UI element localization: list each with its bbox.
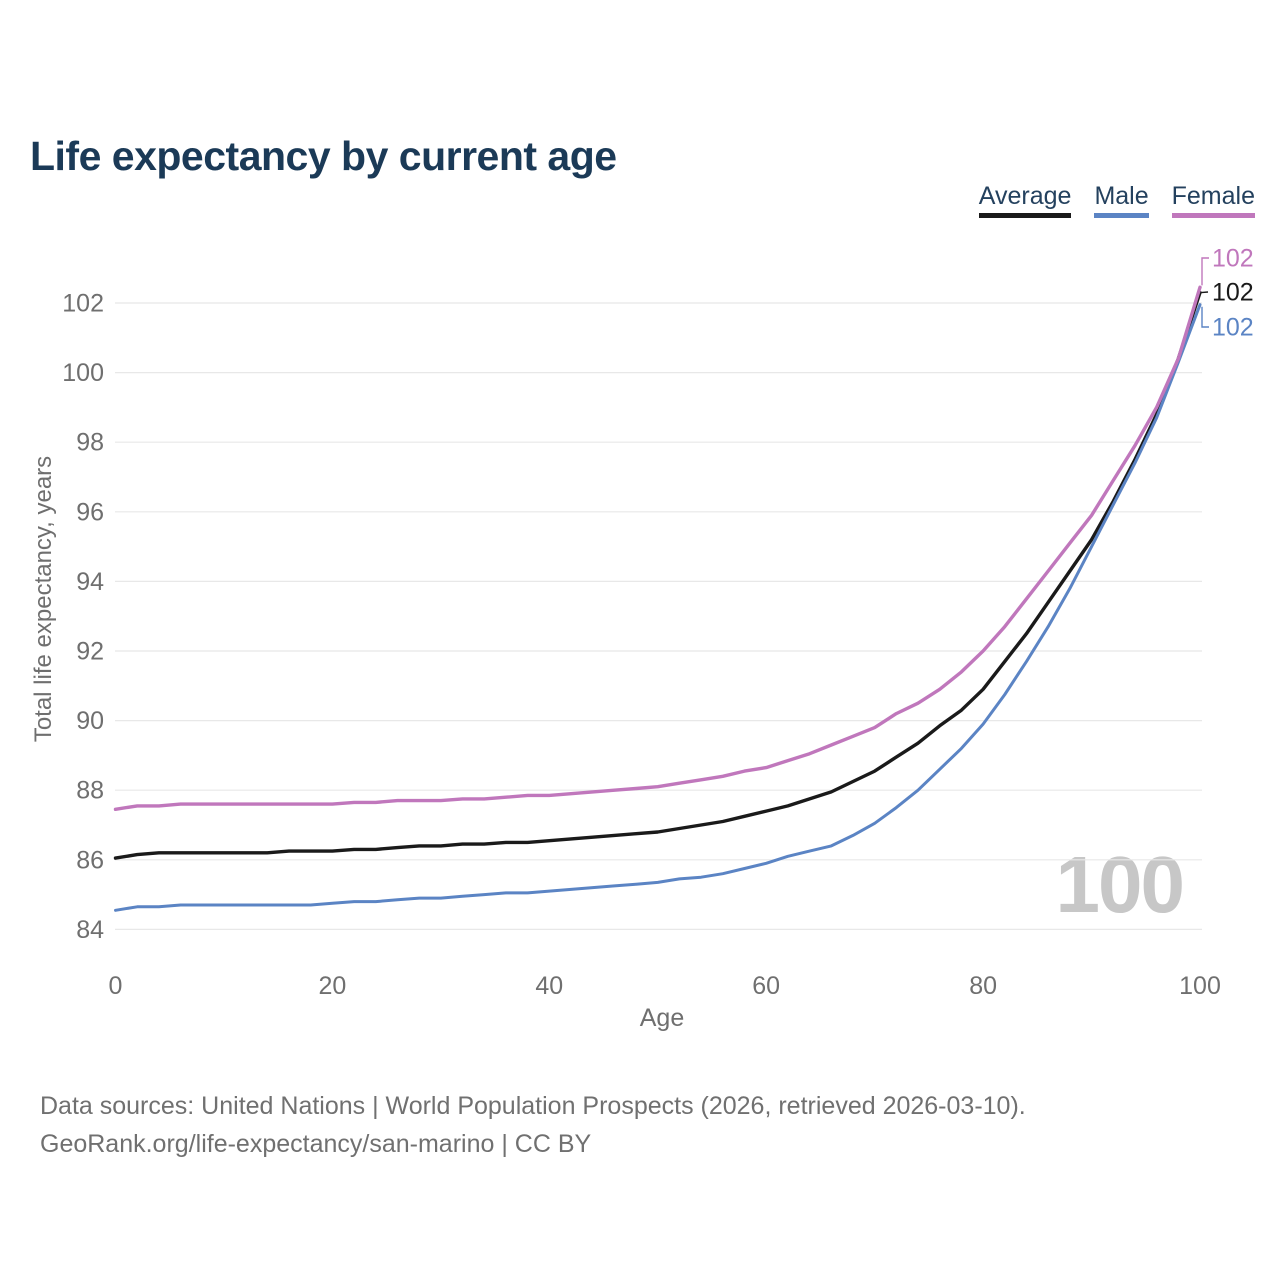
watermark-value: 100 (1055, 840, 1185, 929)
x-axis-title: Age (639, 1004, 685, 1032)
y-tick-label-84: 84 (76, 916, 104, 944)
x-tick-label-40: 40 (535, 972, 563, 1000)
y-tick-label-94: 94 (76, 568, 104, 596)
footer: Data sources: United Nations | World Pop… (40, 1087, 1026, 1163)
legend-item-female[interactable]: Female (1171, 182, 1255, 218)
series-line-male[interactable] (114, 303, 1202, 912)
x-tick-label-0: 0 (109, 972, 123, 1000)
x-tick-label-100: 100 (1179, 972, 1221, 1000)
series-line-female[interactable] (113, 285, 1202, 811)
x-tick-label-60: 60 (752, 972, 780, 1000)
end-label-connector-male (1201, 306, 1209, 328)
legend-label-average: Average (978, 182, 1072, 210)
end-label-average: 102 (1212, 279, 1254, 307)
y-tick-label-96: 96 (76, 498, 104, 526)
y-tick-label-92: 92 (76, 638, 104, 666)
y-tick-label-88: 88 (76, 777, 104, 805)
footer-attribution-line: GeoRank.org/life-expectancy/san-marino |… (40, 1130, 592, 1158)
y-axis-title: Total life expectancy, years (30, 455, 57, 743)
end-label-connector-female (1201, 257, 1209, 286)
y-tick-label-98: 98 (76, 429, 104, 457)
chart-legend: Average Male Female (978, 182, 1255, 218)
series-line-average[interactable] (113, 290, 1202, 860)
legend-label-male: Male (1094, 182, 1149, 210)
footer-sources-line: Data sources: United Nations | World Pop… (40, 1092, 1026, 1120)
legend-label-female: Female (1171, 182, 1255, 210)
end-label-female: 102 (1212, 245, 1254, 273)
x-tick-label-20: 20 (318, 972, 346, 1000)
y-tick-label-90: 90 (76, 707, 104, 735)
legend-item-male[interactable]: Male (1094, 182, 1149, 218)
y-tick-label-102: 102 (62, 290, 104, 318)
x-tick-label-80: 80 (969, 972, 997, 1000)
end-label-connector-average (1200, 291, 1209, 294)
legend-item-average[interactable]: Average (978, 182, 1072, 218)
y-tick-label-86: 86 (76, 846, 104, 874)
y-tick-label-100: 100 (62, 359, 104, 387)
page-title: Life expectancy by current age (30, 133, 617, 180)
end-label-male: 102 (1212, 314, 1254, 342)
